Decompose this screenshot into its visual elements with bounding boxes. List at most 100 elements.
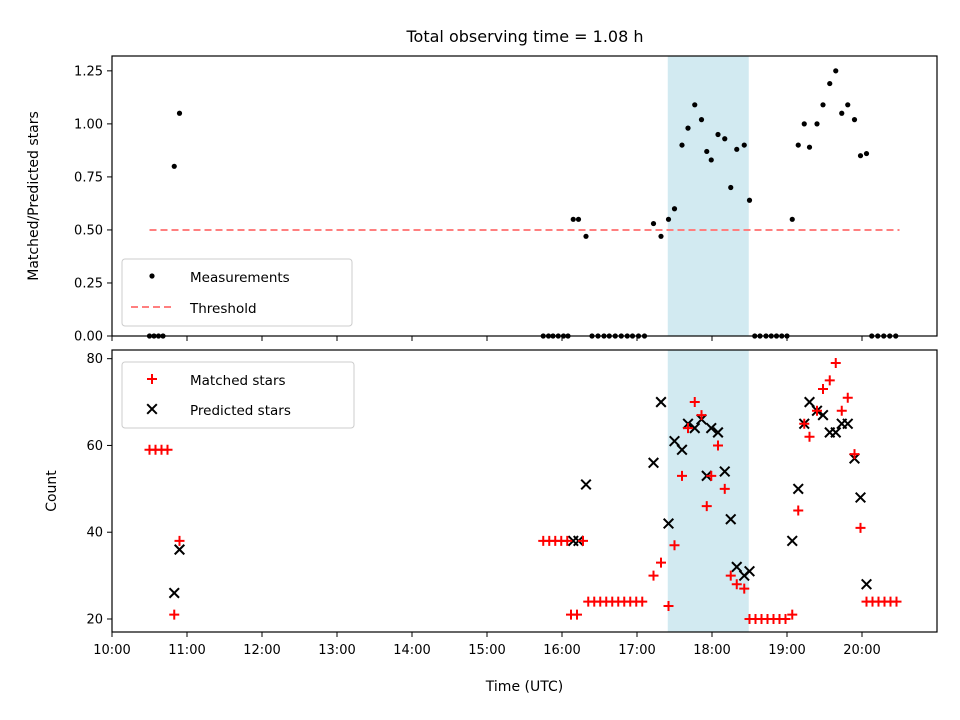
measurement-point bbox=[583, 233, 589, 239]
legend-matched-marker bbox=[147, 374, 157, 384]
matched-point bbox=[663, 600, 674, 611]
predicted-point bbox=[580, 478, 592, 490]
predicted-point bbox=[647, 457, 660, 469]
x-tick-label: 13:00 bbox=[318, 643, 355, 658]
matched-point bbox=[562, 535, 573, 546]
matched-point bbox=[656, 557, 666, 568]
predicted-point bbox=[854, 492, 867, 504]
y-tick-label: 0.50 bbox=[74, 223, 103, 238]
measurement-point bbox=[851, 117, 858, 123]
matched-point bbox=[891, 596, 902, 607]
measurement-point bbox=[820, 102, 826, 108]
matched-point bbox=[169, 609, 180, 620]
measurement-point bbox=[722, 136, 728, 142]
legend-predicted-label: Predicted stars bbox=[190, 403, 291, 419]
highlight-span-bottom bbox=[667, 350, 749, 632]
x-tick-label: 17:00 bbox=[618, 643, 655, 658]
matched-point bbox=[725, 570, 736, 581]
predicted-point bbox=[705, 422, 717, 434]
predicted-point bbox=[725, 513, 737, 525]
measurement-point bbox=[658, 233, 664, 239]
measurement-point bbox=[715, 131, 721, 138]
chart-title: Total observing time = 1.08 h bbox=[405, 27, 643, 46]
predicted-point bbox=[860, 578, 873, 590]
measurement-point bbox=[665, 216, 672, 222]
measurement-point bbox=[698, 117, 705, 123]
predicted-points bbox=[168, 396, 873, 599]
y-tick-label: 40 bbox=[86, 526, 103, 541]
matched-point bbox=[677, 470, 687, 481]
measurement-point bbox=[814, 121, 820, 127]
measurement-point bbox=[857, 153, 864, 159]
matched-point bbox=[701, 501, 712, 512]
x-tick-label: 20:00 bbox=[843, 643, 880, 658]
ratio-panel: 0.00 0.25 0.50 0.75 1.00 1.25 Matched/Predict… bbox=[26, 55, 938, 345]
matched-point bbox=[706, 470, 717, 481]
predicted-point bbox=[817, 409, 829, 421]
measurement-point bbox=[704, 148, 710, 155]
y-tick-label: 0.25 bbox=[74, 276, 103, 291]
measurement-point bbox=[741, 142, 747, 148]
measurement-point bbox=[570, 216, 576, 222]
matched-point bbox=[696, 410, 707, 421]
matched-point bbox=[572, 609, 582, 620]
matched-point bbox=[713, 440, 723, 451]
measurement-point bbox=[575, 216, 582, 222]
matched-point bbox=[719, 483, 730, 494]
matched-point bbox=[689, 397, 700, 408]
predicted-point bbox=[712, 426, 724, 438]
predicted-point bbox=[792, 483, 804, 495]
legend-threshold-label: Threshold bbox=[189, 301, 257, 317]
matched-point bbox=[637, 596, 648, 607]
measurement-point bbox=[176, 110, 183, 116]
measurement-point bbox=[728, 184, 734, 191]
y-tick-label: 1.25 bbox=[74, 64, 103, 79]
predicted-point bbox=[173, 544, 186, 556]
legend-matched-label: Matched stars bbox=[190, 373, 286, 389]
measurement-point bbox=[671, 206, 678, 212]
measurement-point bbox=[839, 110, 845, 116]
count-legend: Matched stars Predicted stars bbox=[121, 361, 355, 429]
highlight-span-rect bbox=[667, 350, 749, 632]
measurement-point bbox=[827, 80, 833, 87]
count-y-ticks: 20 40 60 80 bbox=[86, 352, 112, 627]
matched-point bbox=[648, 570, 659, 581]
legend-predicted-marker bbox=[146, 403, 158, 415]
y-tick-label: 60 bbox=[86, 439, 103, 454]
matched-point bbox=[804, 431, 815, 442]
matched-point bbox=[731, 579, 742, 590]
count-legend-box bbox=[121, 361, 355, 429]
x-tick-label: 18:00 bbox=[693, 643, 730, 658]
measurement-point bbox=[734, 146, 740, 152]
matched-point bbox=[578, 535, 588, 546]
ratio-panel-frame bbox=[111, 55, 938, 337]
y-tick-label: 0.00 bbox=[74, 330, 103, 345]
measurement-point bbox=[692, 102, 698, 108]
matched-point bbox=[683, 423, 693, 434]
matched-point bbox=[818, 384, 828, 395]
y-tick-label: 20 bbox=[86, 612, 103, 627]
matched-point bbox=[780, 613, 791, 624]
predicted-point bbox=[830, 426, 842, 438]
predicted-point bbox=[668, 435, 681, 447]
matched-point bbox=[793, 505, 804, 516]
measurement-point bbox=[679, 142, 685, 148]
count-x-ticks: 10:00 11:00 12:00 13:00 14:00 15:00 16:00 17:00… bbox=[93, 632, 881, 658]
count-y-axis-label: Count bbox=[44, 470, 60, 512]
measurement-point bbox=[708, 157, 714, 163]
measurement-point bbox=[171, 163, 177, 169]
matched-point bbox=[842, 392, 853, 403]
matched-point bbox=[739, 583, 750, 594]
ratio-legend-box bbox=[121, 258, 353, 327]
matched-point bbox=[669, 540, 680, 551]
ratio-x-ticks bbox=[111, 336, 863, 341]
x-tick-label: 15:00 bbox=[468, 643, 505, 658]
legend-measurements-marker bbox=[149, 273, 155, 279]
ratio-y-axis-label: Matched/Predicted stars bbox=[26, 111, 42, 281]
measurement-point bbox=[801, 121, 807, 127]
x-tick-label: 11:00 bbox=[168, 643, 205, 658]
matched-point bbox=[830, 358, 841, 369]
x-tick-label: 16:00 bbox=[543, 643, 580, 658]
